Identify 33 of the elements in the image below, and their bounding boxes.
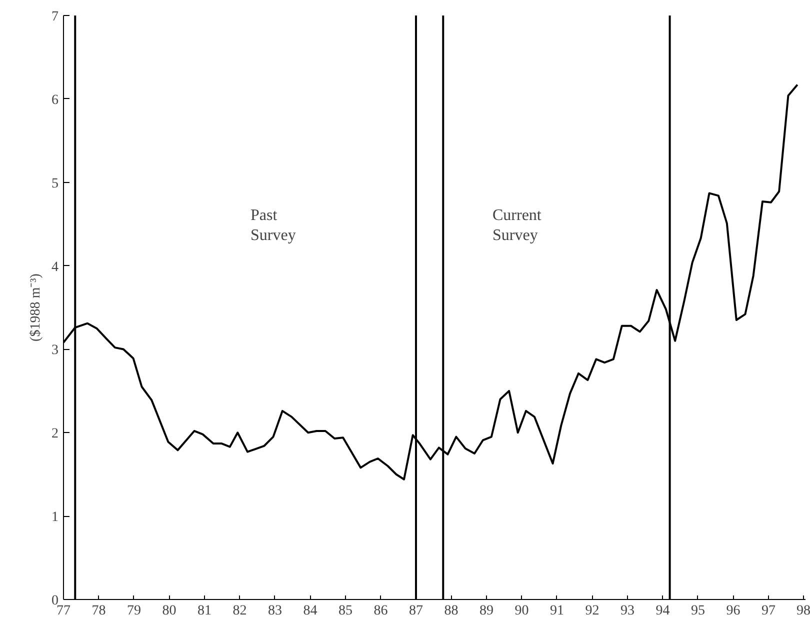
x-tick-label: 90 <box>514 604 529 618</box>
y-axis-title: ($1988 m⁻³) <box>28 273 44 342</box>
annotation: Past Survey <box>250 206 296 244</box>
y-tick-label: 5 <box>52 176 58 192</box>
y-tick-label: 7 <box>52 10 58 24</box>
x-tick-label: 98 <box>796 604 810 618</box>
x-tick-label: 92 <box>585 604 600 618</box>
x-tick-label: 94 <box>656 604 670 618</box>
x-tick-label: 85 <box>338 604 352 618</box>
x-tick-label: 91 <box>550 604 564 618</box>
y-tick-label: 2 <box>52 426 58 442</box>
y-tick-label: 3 <box>52 343 58 358</box>
y-tick-label: 1 <box>52 510 58 526</box>
y-tick-label: 6 <box>52 92 58 108</box>
annotation: Current Survey <box>492 206 542 244</box>
x-tick-label: 86 <box>374 604 388 618</box>
y-tick-label: 0 <box>52 594 58 608</box>
x-tick-label: 96 <box>726 604 740 618</box>
x-tick-label: 88 <box>444 604 458 618</box>
x-tick-label: 79 <box>127 604 141 618</box>
x-tick-label: 95 <box>690 604 705 618</box>
x-tick-label: 87 <box>408 604 423 618</box>
x-tick-label: 77 <box>56 604 70 618</box>
x-tick-label: 83 <box>268 604 282 618</box>
x-tick-label: 80 <box>162 604 176 618</box>
x-tick-label: 81 <box>198 604 212 618</box>
x-tick-label: 93 <box>620 604 634 618</box>
x-tick-label: 78 <box>92 604 106 618</box>
y-tick-label: 4 <box>52 260 58 275</box>
x-tick-label: 84 <box>303 604 318 618</box>
x-tick-label: 82 <box>232 604 247 618</box>
x-tick-label: 97 <box>761 604 776 618</box>
x-tick-label: 89 <box>479 604 494 618</box>
